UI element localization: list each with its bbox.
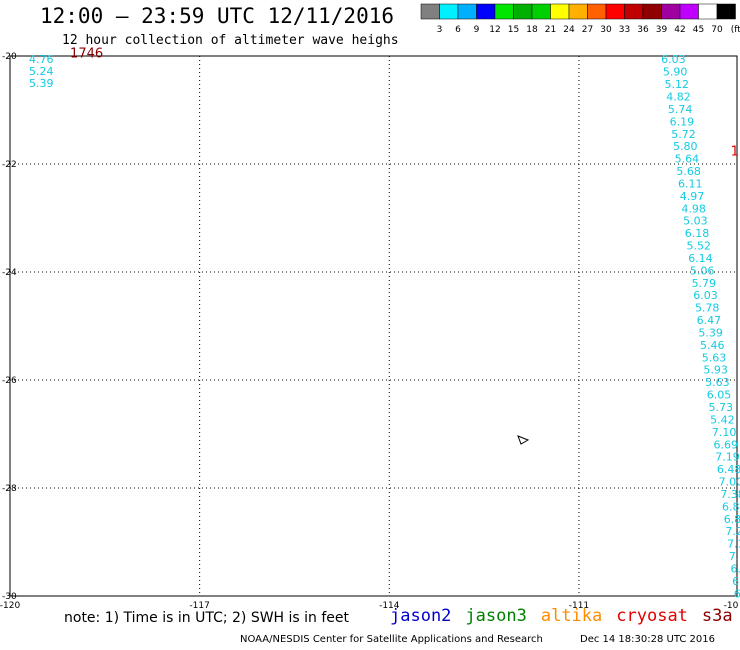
swh-value: 6.86 [722,500,740,513]
swh-value: 5.39 [29,77,54,90]
swh-value: 5.52 [686,240,711,253]
swh-value: 7.17 [727,538,740,551]
timestamp-text: Dec 14 18:30:28 UTC 2016 [580,634,715,645]
color-scale-label: 21 [545,25,556,35]
y-tick-label: -20 [2,52,17,62]
swh-value: 4.98 [681,202,706,215]
swh-value: 4.82 [666,91,691,104]
swh-value: 7.19 [715,451,740,464]
legend-cryosat: cryosat [616,606,688,626]
color-scale-label: 45 [693,25,704,35]
color-scale-label: 12 [489,25,500,35]
legend-jason3: jason3 [465,606,527,626]
swh-value: 5.06 [690,264,715,277]
page-title: 12:00 – 23:59 UTC 12/11/2016 [40,4,395,28]
satellite-legend: jason2 jason3 altika cryosat s3a [390,606,740,626]
swh-value: 5.64 [675,153,700,166]
swh-value: 5.03 [683,215,708,228]
color-scale-label: 33 [619,25,630,35]
swh-value: 6.48 [717,463,740,476]
swh-value: 7.00 [719,476,740,489]
swh-value: 6.69 [714,438,739,451]
x-tick-label: -111 [569,601,589,611]
color-scale-label: 24 [563,25,575,35]
color-scale-label: 30 [600,25,612,35]
color-scale-label: 39 [656,25,668,35]
swh-value: 5.90 [663,66,688,79]
color-scale-label: 70 [711,25,723,35]
swh-value: 5.12 [665,78,690,91]
swh-value: 6.05 [707,389,732,402]
pass-time-label: 1746 [70,46,103,61]
swh-value: 6.03 [693,289,718,302]
swh-value: 5.80 [673,140,698,153]
page-subtitle: 12 hour collection of altimeter wave hei… [62,33,399,48]
x-tick-label: -117 [189,601,209,611]
swh-value: 6.81 [724,513,740,526]
swh-value: 4.76 [29,53,54,66]
color-scale-label: 18 [526,25,538,35]
swh-value: 6.47 [697,314,722,327]
y-tick-label: -22 [2,160,17,170]
swh-value: 7.10 [712,426,737,439]
color-scale-label: 27 [582,25,593,35]
swh-value: 5.46 [700,339,725,352]
y-tick-label: -26 [2,376,17,386]
cursor-icon [517,435,530,445]
legend-altika: altika [540,606,603,626]
color-scale-label: 36 [637,25,649,35]
pass-time-label: 1228 [731,145,740,160]
units-note: note: 1) Time is in UTC; 2) SWH is in fe… [64,610,350,626]
swh-value: 5.93 [703,364,728,377]
swh-value: 7.25 [725,525,740,538]
swh-value: 5.74 [668,103,693,116]
swh-value: 7.67 [729,550,740,563]
swh-value: 5.24 [29,65,54,78]
swh-value: 6.66 [734,587,740,600]
x-tick-label: -114 [379,601,400,611]
legend-s3a: s3a [701,606,733,626]
swh-value: 6.96 [732,575,740,588]
swh-value: 5.63 [702,351,727,364]
swh-value: 5.42 [710,413,735,426]
color-scale-label: 9 [474,25,480,35]
color-swatch [716,3,736,20]
swh-value: 4.97 [680,190,705,203]
swh-value: 6.18 [685,227,710,240]
x-tick-label: -10 [724,601,739,611]
y-tick-label: -30 [2,592,17,602]
swh-value: 5.68 [676,165,701,178]
swh-value: 5.79 [692,277,717,290]
swh-value: 7.38 [720,488,740,501]
swh-value: 6.14 [688,252,713,265]
swh-value: 6.19 [670,115,695,128]
y-tick-label: -24 [2,268,17,278]
swh-value: 5.63 [705,376,730,389]
swh-value: 5.39 [698,326,723,339]
credit-text: NOAA/NESDIS Center for Satellite Applica… [240,634,543,645]
map-frame [9,55,738,597]
y-tick-label: -28 [2,484,17,494]
swh-value: 6.11 [678,177,703,190]
swh-value: 5.73 [708,401,733,414]
color-scale-label: 6 [455,25,461,35]
color-scale-label: 15 [508,25,519,35]
legend-jason2: jason2 [390,606,452,626]
swh-value: 6.50 [730,562,740,575]
x-tick-label: -120 [0,601,20,611]
swh-value: 5.78 [695,302,720,315]
swh-value: 5.72 [671,128,696,141]
color-scale-label: 42 [674,25,685,35]
color-scale-label: 3 [437,25,443,35]
color-scale-label: (ft) [731,25,740,35]
swh-value: 6.03 [661,53,686,66]
